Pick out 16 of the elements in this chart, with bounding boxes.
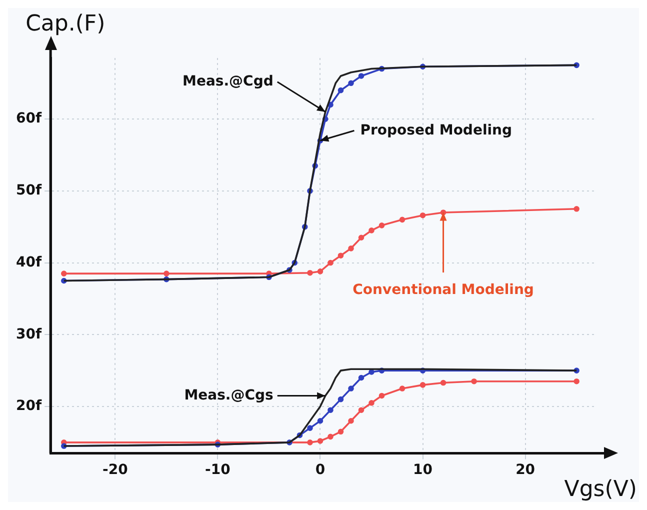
annotation: Meas.@Cgs bbox=[184, 387, 274, 404]
y-tick-label: 20f bbox=[16, 398, 42, 414]
x-tick-label: -20 bbox=[102, 462, 128, 478]
y-axis-title: Cap.(F) bbox=[26, 12, 106, 37]
annotation: Meas.@Cgd bbox=[182, 74, 274, 90]
x-tick-label: 20 bbox=[516, 462, 536, 478]
x-tick-label: 0 bbox=[315, 462, 326, 478]
x-axis-title: Vgs(V) bbox=[564, 476, 637, 502]
annotation: Conventional Modeling bbox=[352, 282, 534, 298]
y-tick-label: 60f bbox=[16, 110, 42, 127]
y-tick-label: 50f bbox=[16, 182, 42, 199]
y-tick-label: 30f bbox=[16, 326, 42, 342]
x-tick-label: -10 bbox=[205, 462, 231, 478]
annotation: Proposed Modeling bbox=[360, 122, 512, 138]
y-tick-label: 40f bbox=[16, 254, 42, 270]
x-tick-label: 10 bbox=[413, 462, 433, 478]
